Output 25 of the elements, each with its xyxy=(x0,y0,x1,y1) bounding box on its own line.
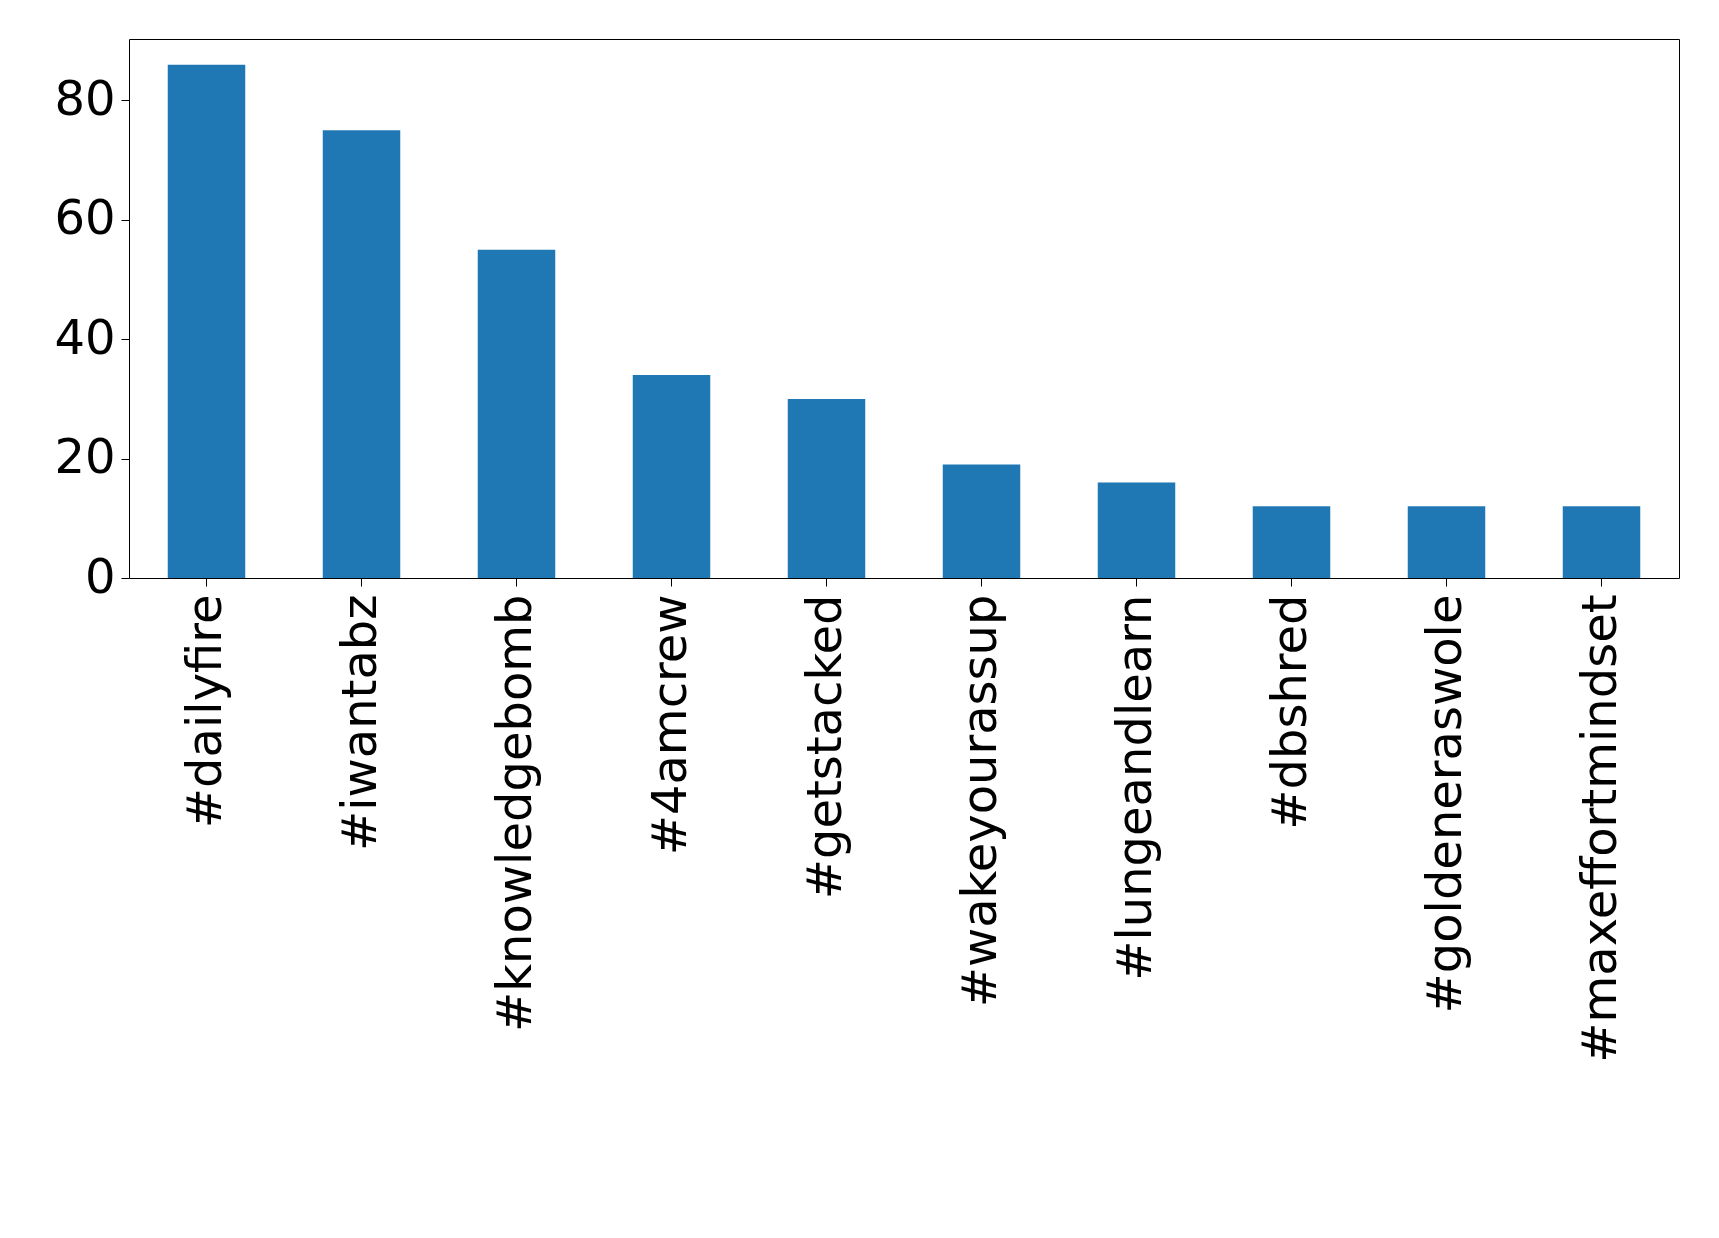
x-tick-label: #dbshred xyxy=(1260,594,1317,830)
y-tick-label: 0 xyxy=(84,547,116,604)
y-tick-label: 80 xyxy=(54,69,116,126)
bar xyxy=(632,375,711,578)
x-tick-label: #maxeffortmindset xyxy=(1570,594,1627,1063)
bar xyxy=(1252,506,1331,578)
x-tick-label: #getstacked xyxy=(795,594,852,900)
x-tick-label: #lungeandlearn xyxy=(1105,594,1162,981)
bar xyxy=(167,64,246,578)
y-tick-label: 20 xyxy=(54,428,116,485)
y-tick-label: 60 xyxy=(54,189,116,246)
x-tick-label: #4amcrew xyxy=(640,594,697,856)
bar xyxy=(942,464,1021,578)
bar xyxy=(1097,482,1176,578)
x-tick-label: #goldeneraswole xyxy=(1415,594,1472,1014)
bar xyxy=(1562,506,1641,578)
bar xyxy=(477,249,556,578)
bar xyxy=(322,130,401,578)
bar xyxy=(787,398,866,578)
x-tick-label: #knowledgebomb xyxy=(485,594,542,1032)
x-tick-label: #iwantabz xyxy=(330,594,387,852)
x-tick-label: #dailyfire xyxy=(175,594,232,829)
x-tick-label: #wakeyourassup xyxy=(950,594,1007,1008)
y-tick-label: 40 xyxy=(54,308,116,365)
bar xyxy=(1407,506,1486,578)
